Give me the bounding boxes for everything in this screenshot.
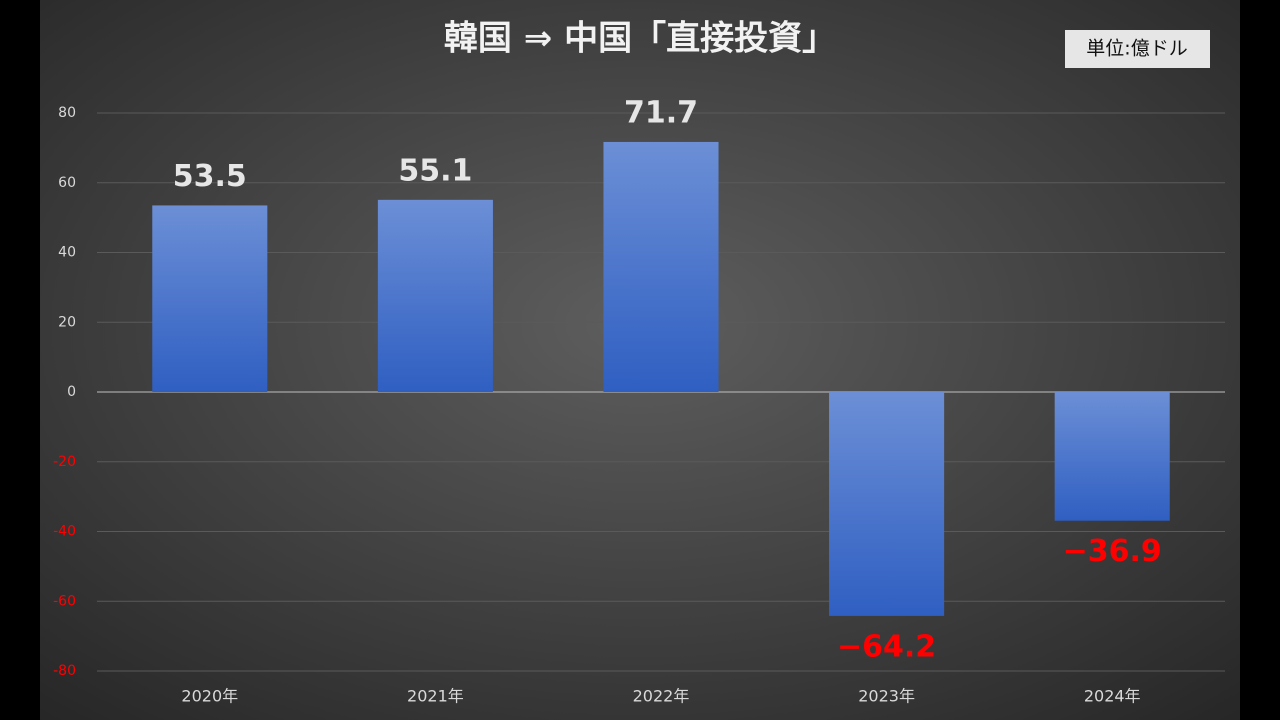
y-tick-label: -40 <box>53 524 76 540</box>
unit-box <box>1065 30 1210 68</box>
bar <box>152 205 268 392</box>
y-tick-label: 40 <box>58 245 76 261</box>
bar <box>377 199 493 392</box>
unit-note: 単位:億ドル <box>1086 38 1187 60</box>
bar <box>829 392 945 616</box>
x-tick-label: 2022年 <box>633 687 690 706</box>
value-label: 71.7 <box>624 95 698 130</box>
value-label: −36.9 <box>1063 534 1162 569</box>
value-label: 55.1 <box>398 153 472 188</box>
y-tick-label: 0 <box>67 384 76 400</box>
y-tick-label: 80 <box>58 105 76 121</box>
x-tick-label: 2023年 <box>858 687 915 706</box>
chart-title: 韓国 ⇒ 中国「直接投資」 <box>444 19 836 59</box>
value-label: 53.5 <box>173 159 247 194</box>
y-tick-label: 20 <box>58 314 76 330</box>
y-tick-label: -80 <box>53 663 76 679</box>
value-label: −64.2 <box>837 629 936 664</box>
x-tick-label: 2024年 <box>1084 687 1141 706</box>
x-tick-label: 2020年 <box>181 687 238 706</box>
x-tick-label: 2021年 <box>407 687 464 706</box>
y-tick-label: -60 <box>53 593 76 609</box>
bar <box>603 141 719 392</box>
y-tick-label: 60 <box>58 175 76 191</box>
bar <box>1054 392 1170 521</box>
y-tick-label: -20 <box>53 454 76 470</box>
